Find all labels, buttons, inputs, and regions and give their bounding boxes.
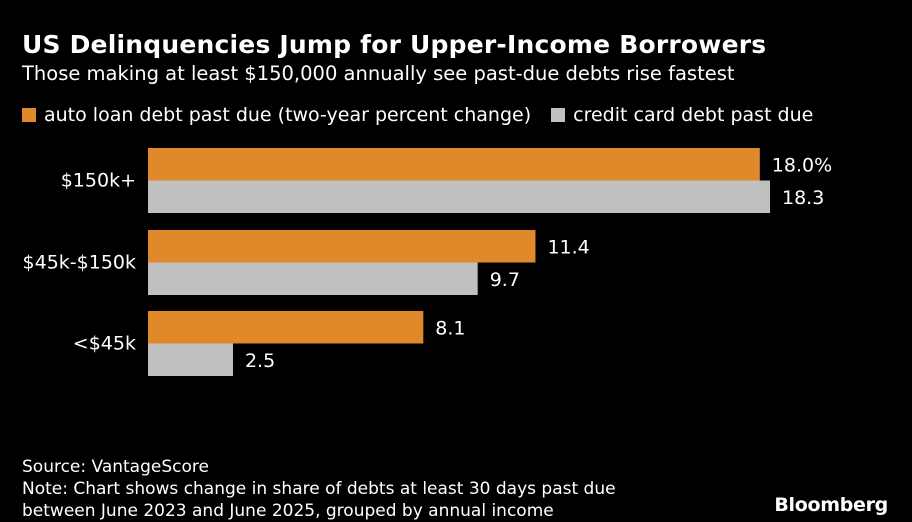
footer: Source: VantageScore Note: Chart shows c… [22,456,616,522]
legend-label-auto-loan: auto loan debt past due (two-year percen… [44,104,532,126]
bar-value-label: 8.1 [435,317,465,339]
bar [148,230,536,263]
bar-value-label: 9.7 [490,269,520,291]
bar [148,180,770,213]
legend-swatch-auto-loan [22,108,36,122]
legend-item-credit-card: credit card debt past due [551,104,813,126]
source-text: Source: VantageScore [22,457,209,477]
bloomberg-logo: Bloomberg [774,494,888,516]
category-label: $45k-$150k [23,252,136,274]
note-text-line1: Note: Chart shows change in share of deb… [22,479,616,499]
category-label: <$45k [73,333,136,355]
bar [148,311,424,344]
note-text-line2: between June 2023 and June 2025, grouped… [22,501,554,521]
bar-value-label: 2.5 [245,350,275,372]
category-label: $150k+ [61,170,136,192]
legend-label-credit-card: credit card debt past due [573,104,814,126]
bar-value-label: 18.0% [772,154,832,176]
bar-value-label: 18.3 [782,187,824,209]
bar [148,148,760,181]
legend-swatch-credit-card [551,108,566,122]
bar [148,262,478,295]
chart-title: US Delinquencies Jump for Upper-Income B… [22,30,767,59]
legend: auto loan debt past due (two-year percen… [22,104,833,126]
legend-item-auto-loan: auto loan debt past due (two-year percen… [22,104,531,126]
chart-subtitle: Those making at least $150,000 annually … [22,62,735,85]
bar [148,343,233,376]
bar-value-label: 11.4 [547,236,589,258]
